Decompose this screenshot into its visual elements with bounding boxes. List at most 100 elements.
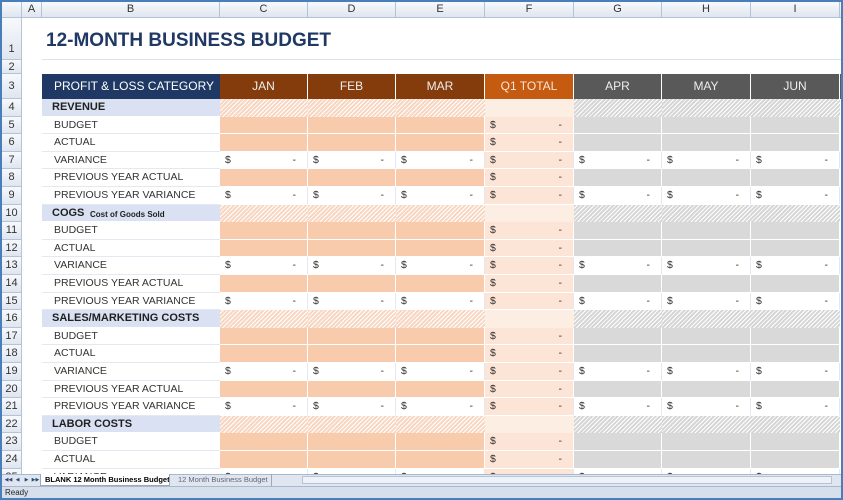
cell[interactable] (662, 363, 751, 381)
cell[interactable] (308, 151, 396, 170)
cell[interactable] (485, 222, 574, 240)
row-header[interactable]: 10 (2, 204, 22, 223)
cell[interactable] (396, 345, 485, 363)
cell[interactable] (574, 363, 662, 381)
cell[interactable] (220, 134, 308, 152)
cell[interactable] (220, 222, 308, 240)
row-header[interactable]: 18 (2, 345, 22, 363)
cell[interactable] (220, 398, 308, 416)
column-header[interactable]: E (396, 2, 485, 18)
row-header[interactable]: 12 (2, 239, 22, 258)
cell[interactable] (308, 134, 396, 152)
cell[interactable] (751, 222, 840, 240)
cell[interactable] (662, 116, 751, 135)
sheet-tab[interactable]: 12 Month Business Budget (172, 474, 272, 486)
cell[interactable] (662, 275, 751, 293)
cell[interactable] (308, 345, 396, 363)
cell[interactable] (220, 380, 308, 399)
cell[interactable] (751, 380, 840, 399)
cell[interactable] (485, 380, 574, 399)
cell[interactable] (485, 345, 574, 363)
cell[interactable] (396, 151, 485, 170)
cell[interactable] (396, 222, 485, 240)
cell[interactable] (485, 327, 574, 346)
row-header[interactable]: 22 (2, 415, 22, 434)
cell[interactable] (662, 451, 751, 469)
row-header[interactable]: 7 (2, 151, 22, 170)
cell[interactable] (662, 433, 751, 451)
row-header[interactable]: 2 (2, 60, 22, 74)
column-header[interactable]: B (42, 2, 220, 18)
cell[interactable] (396, 239, 485, 258)
tab-nav-button[interactable]: ◀◀ (4, 477, 13, 483)
cell[interactable] (220, 451, 308, 469)
cell[interactable] (662, 134, 751, 152)
cell[interactable] (308, 222, 396, 240)
cell[interactable] (574, 275, 662, 293)
cell[interactable] (574, 380, 662, 399)
column-header[interactable]: I (751, 2, 840, 18)
cell[interactable] (574, 239, 662, 258)
cell[interactable] (574, 257, 662, 275)
cell[interactable] (574, 222, 662, 240)
cell[interactable] (220, 345, 308, 363)
cell[interactable] (751, 239, 840, 258)
cell[interactable] (396, 398, 485, 416)
cell[interactable] (220, 116, 308, 135)
cell[interactable] (574, 451, 662, 469)
cell[interactable] (485, 151, 574, 170)
cell[interactable] (574, 327, 662, 346)
cell[interactable] (308, 116, 396, 135)
row-header[interactable]: 19 (2, 363, 22, 381)
row-header[interactable]: 5 (2, 116, 22, 135)
cell[interactable] (308, 275, 396, 293)
row-header[interactable]: 13 (2, 257, 22, 275)
cell[interactable] (751, 151, 840, 170)
cell[interactable] (396, 257, 485, 275)
cell[interactable] (308, 380, 396, 399)
cell[interactable] (308, 187, 396, 205)
row-header[interactable]: 21 (2, 398, 22, 416)
row-header[interactable]: 9 (2, 187, 22, 205)
cell[interactable] (220, 275, 308, 293)
cell[interactable] (396, 380, 485, 399)
cell[interactable] (485, 169, 574, 187)
cell[interactable] (485, 116, 574, 135)
column-header[interactable]: F (485, 2, 574, 18)
cell[interactable] (308, 257, 396, 275)
row-header[interactable]: 20 (2, 380, 22, 399)
cell[interactable] (220, 292, 308, 311)
cell[interactable] (751, 327, 840, 346)
row-header[interactable]: 3 (2, 74, 22, 99)
scrollbar[interactable] (302, 476, 832, 484)
tab-nav-button[interactable]: ▶ (24, 477, 29, 483)
cell[interactable] (220, 239, 308, 258)
column-header[interactable]: C (220, 2, 308, 18)
cell[interactable] (751, 275, 840, 293)
cell[interactable] (662, 292, 751, 311)
cell[interactable] (751, 116, 840, 135)
cell[interactable] (751, 398, 840, 416)
cell[interactable] (308, 169, 396, 187)
cell[interactable] (751, 257, 840, 275)
cell[interactable] (751, 345, 840, 363)
cell[interactable] (574, 134, 662, 152)
cell[interactable] (220, 187, 308, 205)
cell[interactable] (662, 327, 751, 346)
cell[interactable] (485, 292, 574, 311)
cell[interactable] (485, 433, 574, 451)
cell[interactable] (574, 433, 662, 451)
row-header[interactable]: 17 (2, 327, 22, 346)
cell[interactable] (662, 398, 751, 416)
cell[interactable] (396, 187, 485, 205)
cell[interactable] (574, 187, 662, 205)
cell[interactable] (308, 327, 396, 346)
cell[interactable] (485, 187, 574, 205)
cell[interactable] (396, 116, 485, 135)
cell[interactable] (308, 363, 396, 381)
cell[interactable] (574, 169, 662, 187)
cell[interactable] (396, 363, 485, 381)
tab-nav-button[interactable]: ◀ (15, 477, 20, 483)
cell[interactable] (396, 275, 485, 293)
cell[interactable] (751, 433, 840, 451)
